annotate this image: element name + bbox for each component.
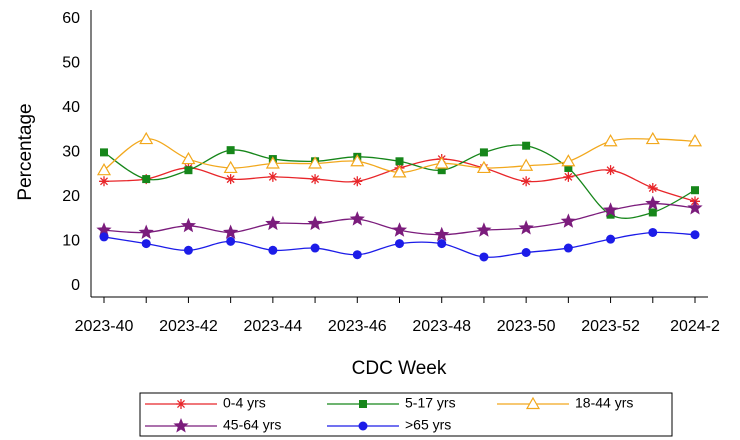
y-tick-label: 30 bbox=[62, 144, 80, 161]
marker bbox=[522, 141, 531, 150]
marker bbox=[648, 227, 658, 237]
marker bbox=[395, 239, 404, 249]
x-tick-label: 2023-46 bbox=[328, 318, 387, 335]
marker bbox=[561, 154, 576, 167]
legend-box bbox=[139, 392, 673, 437]
marker bbox=[395, 157, 404, 166]
marker bbox=[180, 217, 196, 233]
marker bbox=[307, 215, 323, 231]
marker bbox=[521, 248, 531, 258]
marker bbox=[223, 160, 238, 174]
x-tick-label: 2023-40 bbox=[75, 318, 134, 335]
x-tick-label: 2023-42 bbox=[159, 318, 218, 335]
marker bbox=[308, 156, 323, 169]
marker bbox=[521, 176, 532, 187]
marker bbox=[265, 215, 281, 231]
y-tick-label: 0 bbox=[71, 277, 80, 294]
legend-label: 45-64 yrs bbox=[223, 417, 281, 433]
marker bbox=[352, 250, 362, 260]
marker bbox=[265, 156, 280, 169]
marker bbox=[645, 131, 660, 145]
marker bbox=[173, 418, 189, 433]
marker bbox=[479, 252, 489, 262]
marker bbox=[648, 208, 657, 217]
marker bbox=[605, 165, 616, 176]
marker bbox=[606, 210, 615, 219]
x-tick-label: 2023-52 bbox=[581, 318, 640, 335]
y-tick-label: 60 bbox=[62, 10, 80, 27]
marker bbox=[141, 239, 151, 249]
marker bbox=[564, 163, 573, 172]
marker bbox=[358, 421, 368, 431]
marker bbox=[391, 222, 408, 237]
marker bbox=[434, 156, 449, 169]
marker bbox=[525, 396, 541, 410]
marker bbox=[687, 200, 703, 215]
series-line bbox=[103, 144, 696, 219]
marker bbox=[476, 160, 491, 174]
marker bbox=[267, 171, 278, 182]
y-tick-label: 10 bbox=[62, 233, 80, 250]
marker bbox=[183, 245, 193, 255]
marker bbox=[603, 202, 619, 217]
x-tick-label: 2023-48 bbox=[412, 318, 471, 335]
marker bbox=[392, 165, 407, 178]
y-tick-label: 50 bbox=[62, 55, 80, 72]
marker bbox=[96, 162, 112, 176]
marker bbox=[223, 224, 239, 239]
marker bbox=[359, 400, 367, 408]
marker bbox=[138, 224, 154, 239]
legend-label: 18-44 yrs bbox=[575, 395, 633, 411]
marker bbox=[437, 239, 447, 249]
legend-label: 0-4 yrs bbox=[223, 395, 266, 411]
marker bbox=[99, 232, 109, 242]
marker bbox=[606, 234, 616, 244]
marker bbox=[691, 186, 699, 195]
marker bbox=[518, 220, 534, 235]
marker bbox=[349, 211, 365, 226]
marker bbox=[226, 146, 235, 155]
marker bbox=[226, 236, 236, 246]
marker bbox=[352, 176, 363, 187]
x-axis-title: CDC Week bbox=[352, 358, 447, 379]
x-tick-label: 2024-2 bbox=[670, 318, 720, 335]
marker bbox=[603, 134, 618, 147]
legend-label: 5-17 yrs bbox=[405, 395, 456, 411]
y-axis-title: Percentage bbox=[15, 103, 36, 200]
marker bbox=[176, 399, 186, 409]
marker bbox=[96, 222, 112, 237]
marker bbox=[437, 166, 446, 175]
marker bbox=[139, 131, 154, 145]
marker bbox=[476, 222, 492, 237]
marker bbox=[310, 174, 321, 185]
marker bbox=[560, 213, 576, 228]
marker bbox=[268, 245, 278, 255]
legend-label: >65 yrs bbox=[405, 417, 451, 433]
marker bbox=[350, 154, 365, 167]
x-tick-label: 2023-44 bbox=[243, 318, 302, 335]
marker bbox=[479, 148, 488, 157]
x-tick-label: 2023-50 bbox=[497, 318, 556, 335]
marker bbox=[434, 226, 450, 242]
marker bbox=[225, 174, 236, 185]
marker bbox=[142, 175, 151, 184]
y-tick-label: 40 bbox=[62, 99, 80, 116]
marker bbox=[690, 230, 700, 240]
marker bbox=[519, 158, 534, 171]
marker bbox=[184, 166, 193, 175]
marker bbox=[645, 195, 661, 210]
marker bbox=[310, 243, 320, 253]
marker bbox=[563, 243, 573, 253]
marker bbox=[687, 134, 703, 147]
y-tick-label: 20 bbox=[62, 188, 80, 205]
marker bbox=[563, 171, 574, 182]
marker bbox=[99, 176, 109, 187]
marker bbox=[100, 148, 108, 157]
marker bbox=[647, 182, 658, 193]
marker bbox=[181, 151, 196, 165]
